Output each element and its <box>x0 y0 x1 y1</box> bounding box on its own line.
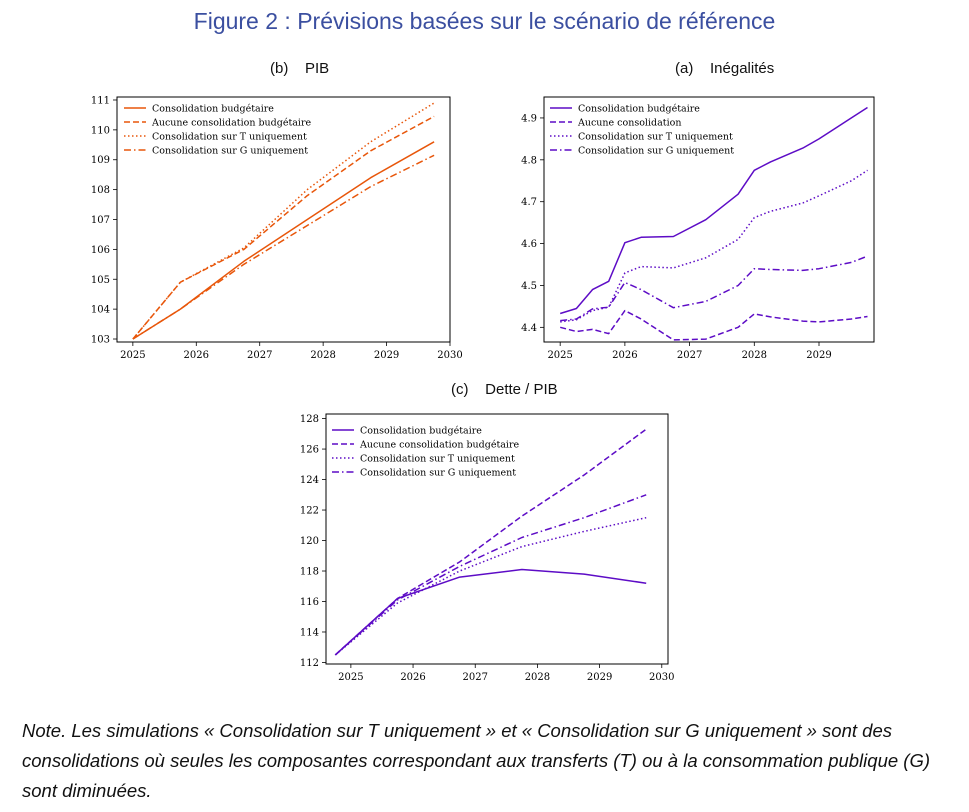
legend-label: Consolidation sur G uniquement <box>360 468 516 479</box>
y-tick-label: 122 <box>300 506 319 517</box>
legend-label: Consolidation sur G uniquement <box>578 146 734 157</box>
x-tick-label: 2030 <box>649 672 674 683</box>
y-tick-label: 110 <box>91 125 110 136</box>
x-tick-label: 2027 <box>463 672 488 683</box>
series-line-3 <box>560 169 868 323</box>
y-tick-label: 126 <box>300 445 319 456</box>
y-tick-label: 111 <box>91 95 110 106</box>
series-line-1 <box>559 106 868 315</box>
y-tick-label: 105 <box>91 275 110 286</box>
legend-label: Consolidation sur T uniquement <box>152 132 307 143</box>
y-tick-label: 4.4 <box>521 323 537 334</box>
x-tick-label: 2025 <box>120 350 145 361</box>
legend-label: Consolidation budgétaire <box>360 426 482 437</box>
panel-label-inegalites: (a) Inégalités <box>675 60 775 77</box>
y-tick-label: 4.6 <box>521 239 537 250</box>
x-tick-label: 2029 <box>587 672 612 683</box>
legend-label: Consolidation sur T uniquement <box>360 454 515 465</box>
x-tick-label: 2028 <box>742 350 767 361</box>
series-line-4 <box>132 154 435 340</box>
legend-label: Consolidation budgétaire <box>578 104 700 115</box>
y-tick-label: 114 <box>300 627 319 638</box>
series-line-2 <box>560 309 868 341</box>
series-line-2 <box>334 428 647 656</box>
plot-frame <box>543 96 875 343</box>
series-line-2 <box>132 115 435 340</box>
series-line-4 <box>334 494 647 656</box>
legend-label: Aucune consolidation <box>577 118 681 129</box>
plot-frame <box>325 413 669 665</box>
y-tick-label: 106 <box>91 245 110 256</box>
x-tick-label: 2027 <box>677 350 702 361</box>
legend-label: Consolidation budgétaire <box>152 104 274 115</box>
y-tick-label: 4.8 <box>521 155 537 166</box>
y-tick-label: 108 <box>91 185 110 196</box>
x-tick-label: 2025 <box>547 350 572 361</box>
panel-label-pib: (b) PIB <box>270 60 330 77</box>
x-tick-label: 2030 <box>437 350 462 361</box>
x-tick-label: 2028 <box>525 672 550 683</box>
x-tick-label: 2025 <box>338 672 363 683</box>
x-tick-label: 2026 <box>612 350 637 361</box>
y-tick-label: 128 <box>300 414 319 425</box>
x-tick-label: 2026 <box>184 350 209 361</box>
y-tick-label: 103 <box>91 335 110 346</box>
y-tick-label: 104 <box>91 305 110 316</box>
x-tick-label: 2028 <box>310 350 335 361</box>
y-tick-label: 4.5 <box>521 281 537 292</box>
legend-label: Consolidation sur T uniquement <box>578 132 733 143</box>
x-tick-label: 2026 <box>400 672 425 683</box>
legend-label: Aucune consolidation budgétaire <box>359 440 520 451</box>
note-text: Note. Les simulations « Consolidation su… <box>22 720 930 801</box>
legend-label: Aucune consolidation budgétaire <box>151 118 312 129</box>
panel-label-dette: (c) Dette / PIB <box>451 381 558 398</box>
y-tick-label: 4.9 <box>521 113 537 124</box>
series-line-3 <box>132 102 435 340</box>
series-line-3 <box>334 516 647 656</box>
figure-title: Figure 2 : Prévisions basées sur le scén… <box>193 8 776 34</box>
y-tick-label: 120 <box>300 536 319 547</box>
y-tick-label: 118 <box>300 567 319 578</box>
legend-label: Consolidation sur G uniquement <box>152 146 308 157</box>
x-tick-label: 2029 <box>806 350 831 361</box>
y-tick-label: 116 <box>300 597 319 608</box>
y-tick-label: 4.7 <box>521 197 537 208</box>
y-tick-label: 109 <box>91 155 110 166</box>
x-tick-label: 2027 <box>247 350 272 361</box>
y-tick-label: 107 <box>91 215 110 226</box>
y-tick-label: 124 <box>300 475 319 486</box>
series-line-1 <box>334 568 647 656</box>
y-tick-label: 112 <box>300 658 319 669</box>
x-tick-label: 2029 <box>374 350 399 361</box>
